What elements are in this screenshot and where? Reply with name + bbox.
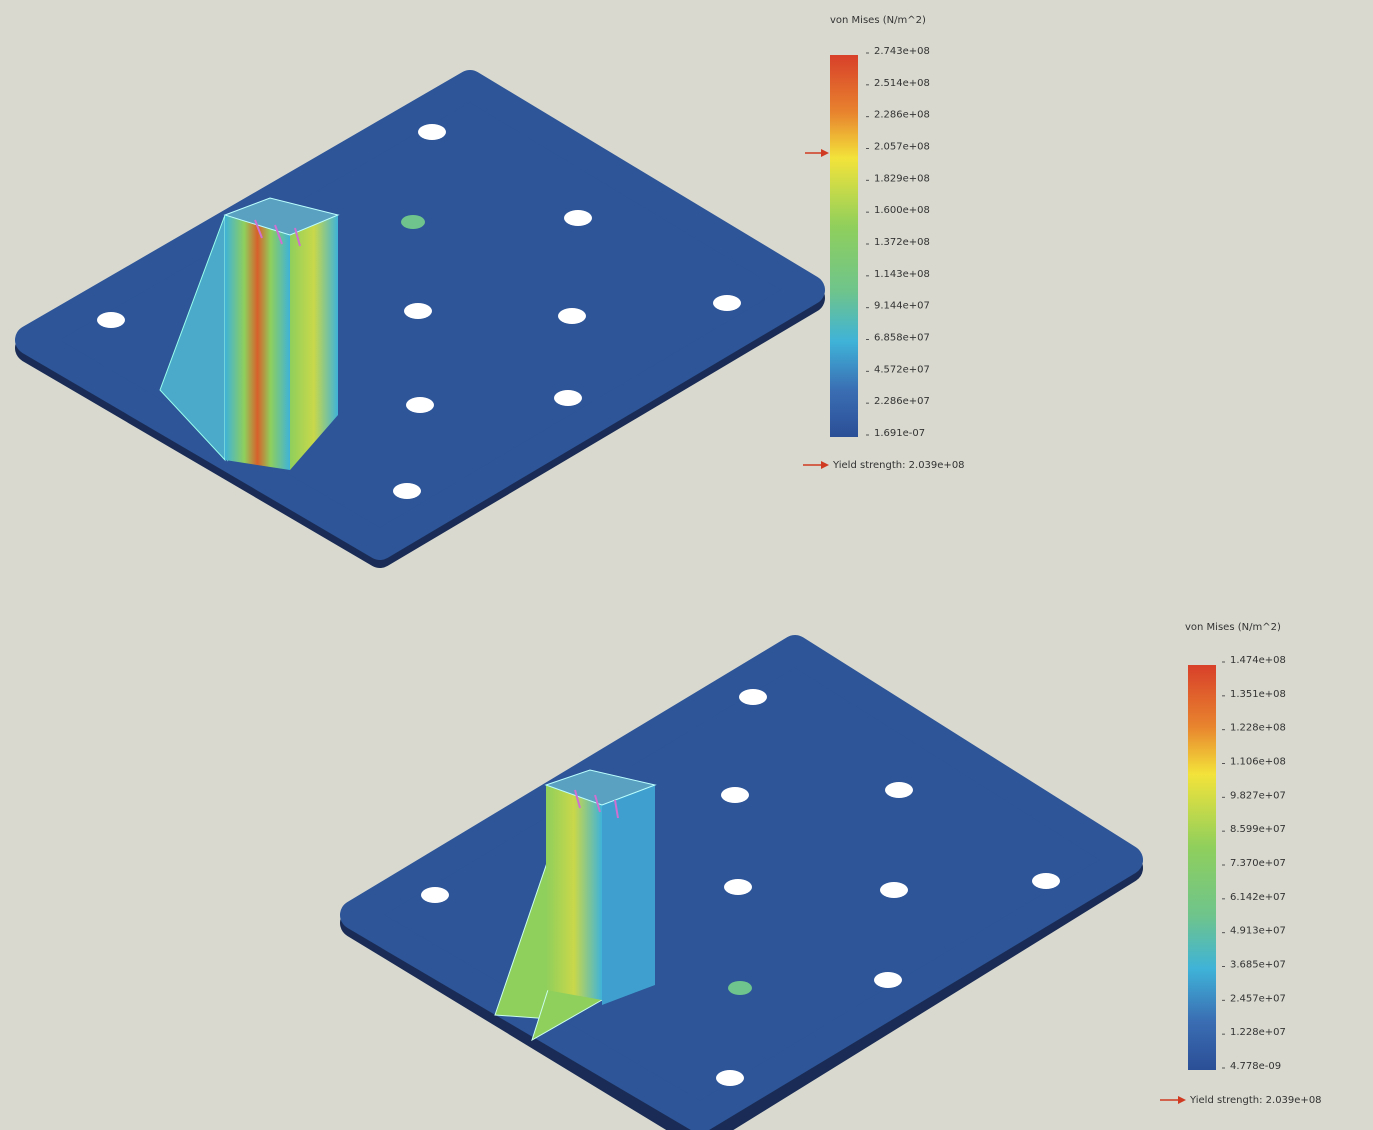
legend-label: 1.372e+08 [874, 237, 930, 248]
yield-label: Yield strength: 2.039e+08 [832, 460, 965, 471]
legend-label: 2.057e+08 [874, 142, 930, 153]
legend-label: 3.685e+07 [1230, 960, 1286, 971]
yield-arrow-head [821, 461, 829, 469]
legend-label: 1.106e+08 [1230, 757, 1286, 768]
legend-label: 7.370e+07 [1230, 858, 1286, 869]
legend-label: 4.913e+07 [1230, 926, 1286, 937]
legend-title: von Mises (N/m^2) [830, 15, 926, 26]
model-2 [355, 650, 1128, 1130]
color-scale [1188, 665, 1216, 1070]
legend-label: 1.691e-07 [874, 428, 925, 439]
legend-label: 4.778e-09 [1230, 1061, 1281, 1072]
legend-title: von Mises (N/m^2) [1185, 622, 1281, 633]
legend-label: 2.286e+07 [874, 396, 930, 407]
legend-label: 1.829e+08 [874, 173, 930, 184]
legend-label: 9.827e+07 [1230, 790, 1286, 801]
legend-label: 6.142e+07 [1230, 892, 1286, 903]
legend-label: 6.858e+07 [874, 333, 930, 344]
legend-label: 1.228e+08 [1230, 723, 1286, 734]
legend-label: 1.474e+08 [1230, 655, 1286, 666]
color-scale [830, 55, 858, 437]
legend-label: 2.514e+08 [874, 78, 930, 89]
legend-label: 4.572e+07 [874, 364, 930, 375]
screen: von Mises (N/m^2) 2.743e+08 2.514e+08 2.286… [0, 0, 1373, 1130]
legend-label: 1.143e+08 [874, 269, 930, 280]
model-1 [30, 85, 810, 553]
legend-label: 2.457e+07 [1230, 993, 1286, 1004]
legend-label: 2.286e+08 [874, 110, 930, 121]
yield-arrow-head [821, 149, 829, 157]
yield-label: Yield strength: 2.039e+08 [1189, 1095, 1322, 1106]
legend-label: 1.228e+07 [1230, 1027, 1286, 1038]
legend-label: 2.743e+08 [874, 46, 930, 57]
legend-label: 9.144e+07 [874, 301, 930, 312]
legend-label: 8.599e+07 [1230, 824, 1286, 835]
legend-label: 1.600e+08 [874, 205, 930, 216]
legend-label: 1.351e+08 [1230, 689, 1286, 700]
yield-arrow-head [1178, 1096, 1186, 1104]
